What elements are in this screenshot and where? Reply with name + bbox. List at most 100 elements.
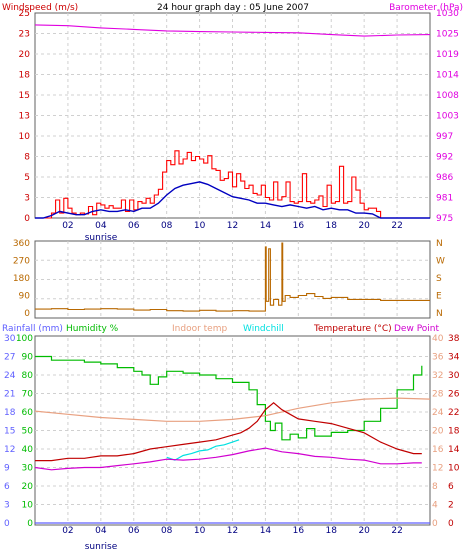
windspeed-tick-label: 23 xyxy=(19,30,30,40)
rainfall-tick-label: 3 xyxy=(4,501,10,511)
humidity-tick-label: 40 xyxy=(22,445,34,455)
rainfall-tick-label: 18 xyxy=(4,408,16,418)
rainfall-tick-label: 9 xyxy=(4,464,10,474)
humidity-tick-label: 0 xyxy=(27,519,33,529)
barometer-tick-label: 981 xyxy=(436,194,453,204)
compass-tick-label: E xyxy=(436,292,442,302)
x-tick-label: 02 xyxy=(62,526,73,536)
x-tick-label: 20 xyxy=(358,526,370,536)
indoor-line xyxy=(34,397,431,422)
direction-tick-label: 0 xyxy=(24,309,30,319)
x-tick-label: 16 xyxy=(293,221,305,231)
barometer-tick-label: 1025 xyxy=(436,30,459,40)
temperature-tick-label: 18 xyxy=(448,427,460,437)
windchill-label: Windchill xyxy=(243,324,284,334)
windspeed-tick-label: 3 xyxy=(24,194,30,204)
indoor-temp-tick-label: 32 xyxy=(432,371,443,381)
rainfall-tick-label: 15 xyxy=(4,427,15,437)
x-tick-label: 16 xyxy=(293,526,305,536)
indoor-temp-tick-label: 0 xyxy=(432,519,438,529)
rainfall-tick-label: 0 xyxy=(4,519,10,529)
x-tick-label: 06 xyxy=(128,526,140,536)
rainfall-tick-label: 24 xyxy=(4,371,16,381)
humidity-tick-label: 80 xyxy=(22,371,34,381)
compass-tick-label: N xyxy=(436,309,443,319)
temperature-tick-label: 10 xyxy=(448,464,460,474)
dewpoint-label: Dew Point xyxy=(394,324,440,334)
compass-tick-label: N xyxy=(436,239,443,249)
windspeed-tick-label: 8 xyxy=(24,153,30,163)
gust-line xyxy=(35,150,430,219)
barometer-line xyxy=(34,24,431,37)
chart-title: 24 hour graph day : 05 June 2007 xyxy=(157,3,309,13)
dewpoint-line xyxy=(34,447,422,471)
rainfall-tick-label: 6 xyxy=(4,482,10,492)
barometer-tick-label: 1019 xyxy=(436,50,459,60)
rainfall-axis-label: Rainfall (mm) xyxy=(2,324,63,334)
barometer-tick-label: 1030 xyxy=(436,9,459,19)
indoor-temp-tick-label: 36 xyxy=(432,353,444,363)
x-tick-label: 04 xyxy=(95,526,107,536)
x-tick-label: 08 xyxy=(161,526,173,536)
direction-tick-label: 90 xyxy=(19,292,31,302)
humidity-tick-label: 10 xyxy=(22,501,34,511)
windspeed-tick-label: 13 xyxy=(19,112,30,122)
x-tick-label: 10 xyxy=(194,221,206,231)
windspeed-tick-label: 20 xyxy=(19,50,31,60)
direction-tick-label: 180 xyxy=(13,274,30,284)
x-tick-label: 06 xyxy=(128,221,140,231)
indoor-temp-tick-label: 28 xyxy=(432,390,444,400)
barometer-tick-label: 1014 xyxy=(436,71,459,81)
sunrise-label: sunrise xyxy=(85,233,118,243)
temperature-tick-label: 26 xyxy=(448,390,460,400)
indoor-temp-tick-label: 4 xyxy=(432,501,438,511)
indoor-temp-label: Indoor temp xyxy=(172,324,227,334)
x-tick-label: 14 xyxy=(260,221,272,231)
x-tick-label: 10 xyxy=(194,526,206,536)
indoor-temp-tick-label: 40 xyxy=(432,334,444,344)
wind-barometer-panel: 0 3 5 8 10 13 15 18 20 23 25 975 981 986 992 997 1003 10… xyxy=(19,9,460,231)
indoor-temp-tick-label: 24 xyxy=(432,408,444,418)
direction-tick-label: 270 xyxy=(13,257,30,267)
windspeed-tick-label: 15 xyxy=(19,91,30,101)
windspeed-tick-label: 5 xyxy=(24,173,30,183)
humidity-tick-label: 100 xyxy=(16,334,33,344)
x-tick-label: 18 xyxy=(326,221,338,231)
indoor-temp-tick-label: 12 xyxy=(432,464,443,474)
compass-tick-label: S xyxy=(436,274,442,284)
temperature-tick-label: 2 xyxy=(448,501,454,511)
indoor-temp-tick-label: 16 xyxy=(432,445,444,455)
x-tick-label: 22 xyxy=(391,526,402,536)
indoor-temp-tick-label: 20 xyxy=(432,427,444,437)
rainfall-tick-label: 27 xyxy=(4,353,15,363)
compass-tick-label: W xyxy=(436,257,445,267)
windspeed-tick-label: 0 xyxy=(24,214,30,224)
rainfall-tick-label: 21 xyxy=(4,390,15,400)
humidity-tick-label: 50 xyxy=(22,427,34,437)
x-tick-label: 04 xyxy=(95,221,107,231)
temperature-tick-label: 34 xyxy=(448,353,460,363)
x-tick-label: 08 xyxy=(161,221,173,231)
x-tick-label: 02 xyxy=(62,221,73,231)
windspeed-axis-label: Windspeed (m/s) xyxy=(2,3,78,13)
x-tick-label: 18 xyxy=(326,526,338,536)
x-tick-label: 20 xyxy=(358,221,370,231)
temperature-tick-label: 22 xyxy=(448,408,459,418)
sunrise-label-2: sunrise xyxy=(85,542,118,552)
rainfall-tick-label: 12 xyxy=(4,445,15,455)
barometer-axis-label: Barometer (hPa) xyxy=(389,3,463,13)
temperature-tick-label: 14 xyxy=(448,445,460,455)
humidity-tick-label: 90 xyxy=(22,353,34,363)
x-tick-label: 14 xyxy=(260,526,272,536)
barometer-tick-label: 1003 xyxy=(436,112,459,122)
temperature-line xyxy=(35,402,422,462)
barometer-tick-label: 986 xyxy=(436,173,453,183)
x-tick-label: 12 xyxy=(227,526,238,536)
barometer-tick-label: 997 xyxy=(436,132,453,142)
humidity-tick-label: 30 xyxy=(22,464,34,474)
windspeed-tick-label: 25 xyxy=(19,9,30,19)
direction-line xyxy=(35,242,430,312)
humidity-tick-label: 60 xyxy=(22,408,34,418)
